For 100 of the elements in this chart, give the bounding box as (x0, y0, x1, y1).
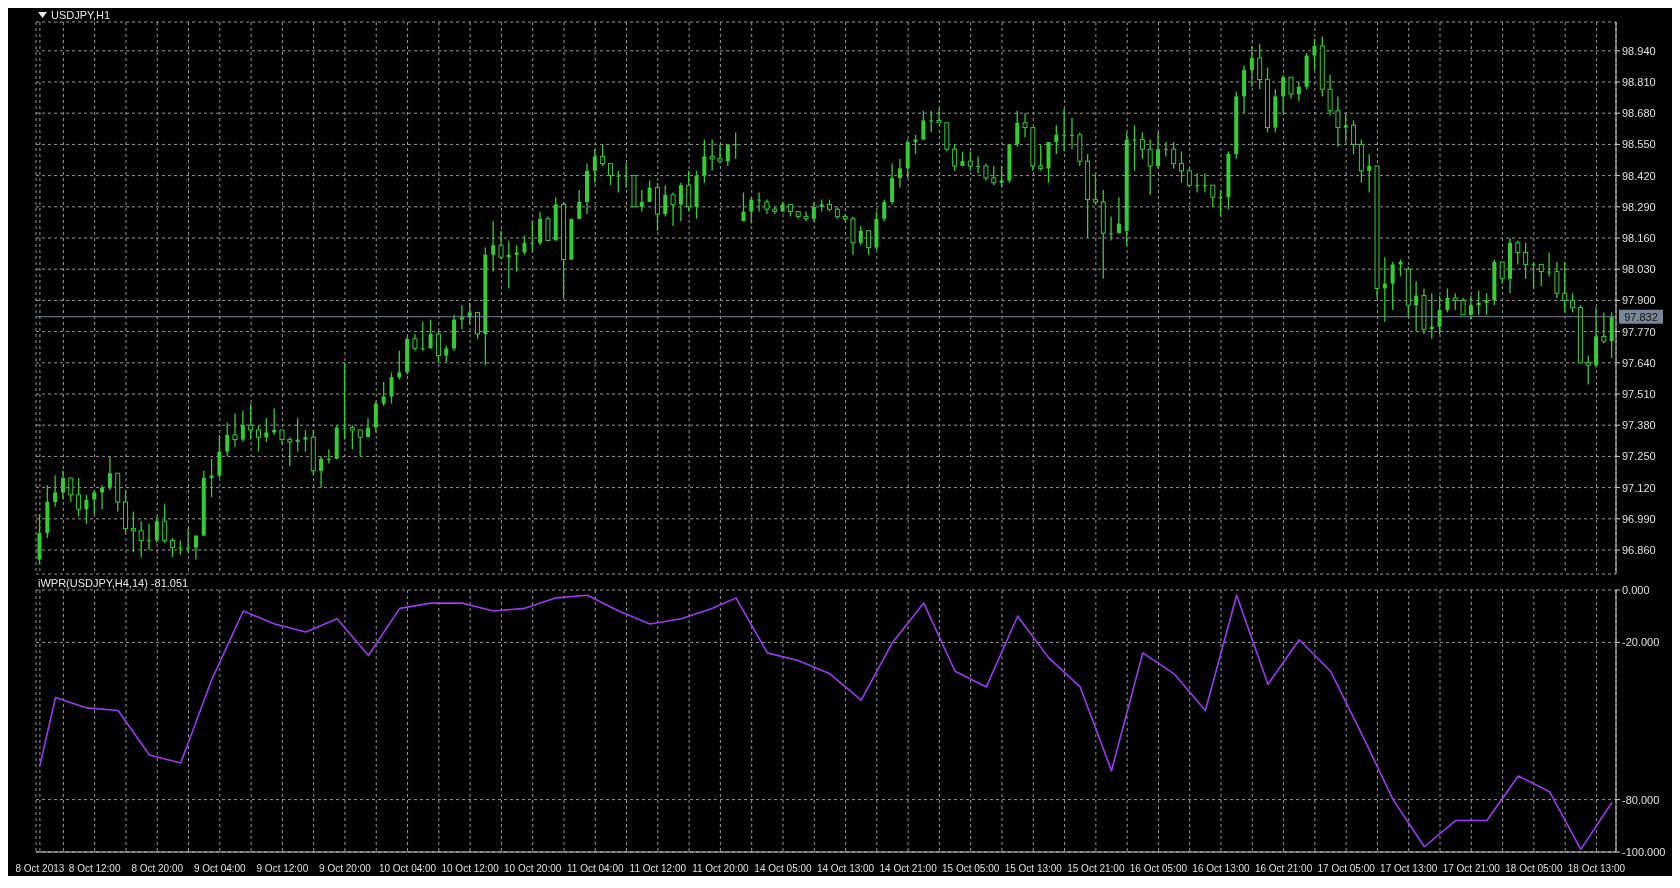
x-tick-label: 14 Oct 21:00 (879, 863, 938, 874)
y-tick-label: 97.640 (1622, 356, 1656, 369)
x-tick-label: 15 Oct 05:00 (942, 863, 1000, 874)
candlestick (1562, 261, 1568, 314)
candlestick (138, 520, 144, 558)
candlestick (663, 184, 668, 218)
x-tick-label: 16 Oct 05:00 (1129, 863, 1188, 874)
candlestick (1312, 38, 1317, 71)
candlestick (600, 143, 606, 167)
candlestick (616, 170, 621, 194)
candlestick (1116, 196, 1121, 234)
candlestick (757, 191, 762, 213)
x-tick-label: 10 Oct 20:00 (504, 863, 562, 874)
candlestick (169, 537, 175, 558)
candlestick (1538, 263, 1544, 287)
chart-title: iWPR(USDJPY,H4,14) -81.051 (38, 577, 189, 589)
candlestick (1202, 172, 1207, 194)
y-tick-label: 96.990 (1622, 512, 1656, 525)
candlestick (459, 304, 464, 330)
candlestick (1601, 311, 1607, 345)
candlestick (1281, 74, 1286, 114)
y-tick-label: 96.860 (1622, 543, 1656, 556)
candlestick (147, 522, 152, 551)
candlestick (639, 189, 644, 213)
candlestick (60, 470, 65, 501)
candlestick (686, 170, 692, 213)
candlestick (1547, 251, 1552, 278)
x-tick-label: 8 Oct 12:00 (68, 863, 121, 874)
candlestick (357, 429, 363, 458)
candlestick (162, 503, 168, 544)
x-tick-label: 17 Oct 13:00 (1380, 863, 1438, 874)
candlestick (882, 198, 887, 222)
x-tick-label: 15 Oct 13:00 (1004, 863, 1063, 874)
candlestick (803, 210, 809, 222)
candlestick (154, 515, 159, 544)
candlestick (1015, 110, 1020, 148)
line-series (39, 594, 1613, 851)
candlestick (217, 434, 222, 479)
y-tick-label: 0.000 (1622, 583, 1650, 596)
candlestick (68, 477, 74, 503)
candlestick (1147, 138, 1153, 196)
candlestick (607, 162, 613, 186)
candlestick (1499, 261, 1505, 285)
candlestick (999, 165, 1004, 189)
candlestick (952, 143, 958, 172)
y-tick-label: -20.000 (1622, 636, 1660, 649)
candlestick (1288, 76, 1294, 100)
candlestick (498, 230, 504, 261)
candlestick (1038, 143, 1044, 172)
candlestick (130, 510, 136, 554)
candlestick (1468, 294, 1473, 321)
candlestick (811, 201, 816, 222)
x-tick-label: 11 Oct 20:00 (692, 863, 750, 874)
x-tick-label: 9 Oct 12:00 (256, 863, 309, 874)
candlestick (1523, 242, 1529, 280)
candlestick (936, 107, 942, 124)
candlestick (303, 429, 308, 453)
candlestick (1186, 167, 1192, 189)
candlestick (1335, 95, 1341, 148)
candlestick (1437, 294, 1442, 335)
candlestick (319, 455, 324, 489)
candlestick (435, 330, 441, 364)
candlestick (373, 400, 378, 434)
x-tick-label: 11 Oct 12:00 (629, 863, 687, 874)
candlestick (1132, 124, 1137, 172)
candlestick (725, 143, 730, 167)
x-tick-label: 16 Oct 13:00 (1192, 863, 1251, 874)
candlestick (397, 350, 402, 381)
x-tick-label: 11 Oct 04:00 (566, 863, 624, 874)
candlestick (53, 474, 58, 508)
candlestick (1554, 261, 1560, 299)
x-tick-label: 18 Oct 13:00 (1567, 863, 1626, 874)
candlestick (967, 150, 973, 172)
x-tick-label: 10 Oct 04:00 (378, 863, 437, 874)
y-tick-label: 98.160 (1622, 231, 1656, 244)
candlestick (248, 402, 254, 441)
candlestick (897, 158, 902, 189)
candlestick (1210, 184, 1216, 208)
candlestick (538, 210, 543, 246)
x-tick-label: 8 Oct 2013 (15, 863, 65, 874)
candlestick (84, 494, 89, 525)
candlestick (522, 234, 527, 256)
candlestick (1257, 42, 1263, 90)
candlestick (1609, 311, 1614, 359)
candlestick (976, 155, 981, 174)
y-tick-label: -80.000 (1622, 793, 1660, 806)
candlestick (858, 225, 863, 246)
y-tick-label: 98.420 (1622, 169, 1656, 182)
candlestick (1531, 261, 1536, 290)
candlestick (530, 220, 535, 254)
candlestick (491, 220, 496, 273)
y-tick-label: 97.250 (1622, 450, 1656, 463)
candlestick (186, 527, 191, 554)
y-tick-label: 97.510 (1622, 387, 1656, 400)
candlestick (1327, 74, 1333, 117)
candlestick (225, 422, 230, 458)
x-tick-label: 9 Oct 20:00 (319, 863, 372, 874)
candlestick (1414, 280, 1419, 333)
y-tick-label: 97.900 (1622, 294, 1656, 307)
x-tick-label: 18 Oct 05:00 (1505, 863, 1563, 874)
